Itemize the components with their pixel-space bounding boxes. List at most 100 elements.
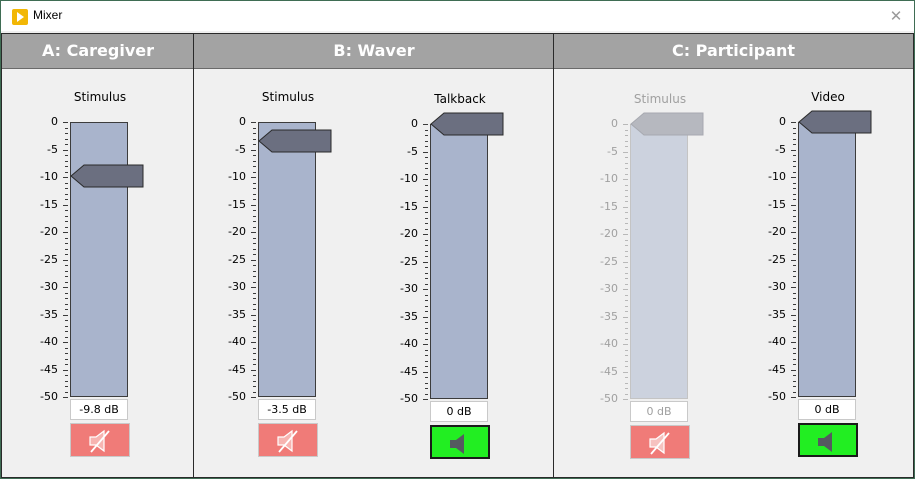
speaker-button[interactable]: [430, 425, 490, 459]
scale-tick: [425, 195, 428, 197]
speaker-muted-icon: [259, 428, 317, 454]
scale-tick: [425, 377, 428, 378]
scale-tick: [625, 327, 628, 329]
scale-tick: [793, 270, 796, 272]
scale-label: -45: [228, 362, 246, 376]
fader-thumb: [630, 112, 704, 136]
scale-tick: [65, 375, 68, 376]
scale-tick: [425, 322, 428, 323]
scale-tick: [793, 221, 796, 222]
scale-tick: [793, 188, 796, 189]
db-readout: -3.5 dB: [258, 399, 316, 420]
scale-label: -50: [400, 392, 418, 405]
scale-tick: [253, 347, 256, 349]
scale-tick: [625, 311, 628, 312]
scale-tick: [425, 201, 428, 202]
scale-tick: [253, 353, 256, 354]
scale-tick: [65, 380, 68, 382]
scale-label: 0: [779, 115, 786, 128]
scale-tick: [625, 300, 628, 301]
scale-tick: [65, 276, 68, 277]
scale-tick: [65, 171, 68, 173]
panel-title: C: Participant: [554, 34, 913, 69]
scale-tick: [65, 298, 68, 299]
scale-tick: [425, 228, 428, 230]
fader-thumb[interactable]: [430, 112, 504, 136]
scale-tick: [425, 157, 428, 158]
speaker-button[interactable]: [798, 423, 858, 457]
scale-tick: [65, 248, 68, 250]
scale-tick: [625, 322, 628, 323]
scale-tick: [253, 265, 256, 266]
scale-tick: [423, 151, 428, 153]
close-icon[interactable]: ✕: [889, 7, 903, 25]
scale-tick: [251, 259, 256, 261]
scale-tick: [625, 388, 628, 389]
scale-tick: [253, 155, 256, 156]
scale-label: -30: [400, 282, 418, 295]
scale-label: -45: [600, 364, 618, 378]
scale-tick: [63, 204, 68, 206]
scale-tick: [65, 210, 68, 211]
fader-track[interactable]: [630, 124, 688, 399]
scale-tick: [63, 314, 68, 316]
scale-tick: [65, 193, 68, 195]
fader-track[interactable]: [258, 122, 316, 397]
scale-tick: [793, 254, 796, 255]
scale-tick: [253, 237, 256, 239]
fader-thumb[interactable]: [258, 129, 332, 153]
scale-tick: [65, 270, 68, 272]
panel-title: A: Caregiver: [2, 34, 194, 69]
scale-tick: [65, 221, 68, 222]
scale-tick: [625, 190, 628, 191]
scale-label: -35: [768, 307, 786, 321]
scale-tick: [625, 333, 628, 334]
scale-tick: [793, 166, 796, 167]
scale-tick: [625, 195, 628, 197]
scale-tick: [425, 162, 428, 164]
scale-tick: [791, 287, 796, 288]
scale-tick: [65, 127, 68, 129]
scale-tick: [623, 151, 628, 153]
scale-tick: [793, 298, 796, 299]
scale-label: -35: [600, 309, 618, 323]
scale-label: -35: [228, 307, 246, 321]
scale-tick: [253, 325, 256, 327]
mute-button[interactable]: [70, 423, 130, 457]
scale-tick: [65, 133, 68, 134]
scale-tick: [253, 336, 256, 338]
scale-tick: [63, 287, 68, 288]
scale-tick: [253, 243, 256, 244]
scale-tick: [623, 179, 628, 180]
speaker-muted-icon: [631, 430, 689, 456]
scale-label: -10: [768, 170, 786, 183]
scale-tick: [793, 199, 796, 200]
scale-tick: [251, 342, 256, 343]
scale-tick: [425, 327, 428, 329]
fader-track[interactable]: [798, 122, 856, 397]
scale-tick: [793, 347, 796, 349]
scale-tick: [793, 171, 796, 173]
mute-button[interactable]: [258, 423, 318, 457]
scale-tick: [253, 182, 256, 184]
scale-label: 0: [51, 115, 58, 128]
scale-tick: [423, 344, 428, 345]
fader-thumb[interactable]: [70, 164, 144, 188]
scale-label: -5: [235, 142, 246, 156]
scale-tick: [623, 206, 628, 208]
scale-label: -15: [40, 197, 58, 211]
scale-tick: [65, 391, 68, 393]
scale-label: -10: [400, 172, 418, 185]
scale-tick: [253, 193, 256, 195]
scale-tick: [253, 391, 256, 393]
fader-track[interactable]: [430, 124, 488, 399]
scale-tick: [251, 314, 256, 316]
scale-tick: [425, 338, 428, 340]
db-readout: 0 dB: [630, 401, 688, 422]
scale-tick: [791, 397, 796, 398]
scale-label: -10: [600, 172, 618, 185]
scale-tick: [793, 155, 796, 156]
scale-tick: [253, 138, 256, 140]
scale-label: -30: [600, 282, 618, 295]
fader-thumb[interactable]: [798, 110, 872, 134]
